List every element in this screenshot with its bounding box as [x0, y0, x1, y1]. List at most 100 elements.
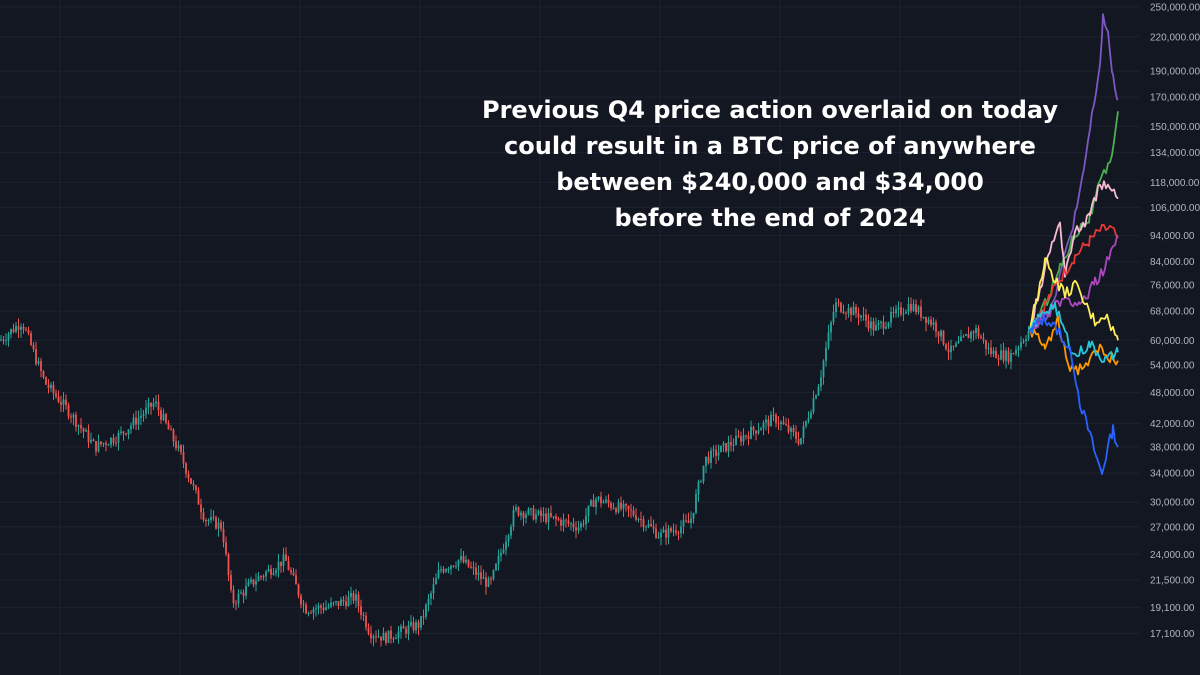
candle-down [467, 559, 470, 567]
chart-annotation: Previous Q4 price action overlaid on tod… [440, 92, 1100, 236]
candle-down [200, 504, 202, 513]
candle-up [1025, 338, 1027, 342]
annotation-line-1: Previous Q4 price action overlaid on tod… [482, 96, 1058, 124]
candle-down [517, 507, 520, 516]
candle-down [565, 519, 567, 521]
candle-down [225, 542, 227, 554]
candle-up [7, 334, 10, 341]
candle-up [860, 315, 862, 318]
candle-down [357, 594, 360, 607]
candle-down [192, 483, 195, 486]
candle-up [660, 532, 662, 538]
candle-up [692, 512, 695, 519]
candle-down [540, 510, 542, 517]
candle-down [982, 338, 985, 341]
candle-down [930, 319, 932, 325]
candle-down [640, 518, 642, 520]
candle-down [352, 593, 355, 601]
candle-up [645, 526, 647, 528]
candle-down [740, 436, 742, 442]
candle-up [497, 555, 500, 564]
candle-down [655, 528, 657, 538]
candle-down [737, 435, 740, 437]
y-tick-label: 54,000.00 [1150, 360, 1195, 371]
candle-down [285, 554, 287, 561]
y-tick-label: 27,000.00 [1150, 522, 1195, 533]
candle-down [402, 626, 405, 629]
candle-down [522, 512, 525, 518]
candle-up [637, 518, 640, 520]
candle-up [595, 499, 597, 507]
candle-up [847, 307, 850, 314]
candle-up [162, 413, 165, 420]
candle-up [790, 427, 792, 432]
y-tick-label: 190,000.00 [1150, 67, 1200, 78]
chart-grid [0, 0, 1140, 675]
candle-down [600, 496, 602, 504]
candle-up [265, 571, 267, 577]
candle-up [877, 322, 880, 325]
candle-down [480, 572, 482, 579]
candle-up [487, 578, 490, 587]
candle-up [477, 572, 480, 575]
candle-up [132, 417, 135, 426]
candle-down [205, 519, 207, 521]
candle-up [435, 578, 437, 585]
candle-down [320, 605, 322, 608]
candle-down [52, 384, 55, 394]
y-tick-label: 21,500.00 [1150, 575, 1195, 586]
candle-up [662, 529, 665, 533]
candle-up [107, 444, 110, 446]
candle-down [472, 567, 475, 569]
candle-down [305, 604, 307, 614]
candle-up [275, 570, 277, 574]
candle-down [900, 307, 902, 315]
candle-down [967, 334, 970, 339]
candle-up [340, 599, 342, 606]
candle-up [97, 441, 100, 452]
candle-down [550, 512, 552, 517]
candle-down [135, 417, 137, 425]
candle-down [452, 565, 455, 567]
candle-down [462, 556, 465, 563]
candle-down [35, 349, 37, 364]
y-tick-label: 42,000.00 [1150, 419, 1195, 430]
y-tick-label: 94,000.00 [1150, 231, 1195, 242]
candle-down [995, 350, 997, 359]
candle-down [230, 575, 232, 590]
candle-up [760, 428, 762, 431]
candle-down [12, 329, 15, 332]
candle-up [515, 507, 517, 510]
candle-up [350, 593, 352, 598]
candle-up [502, 549, 505, 553]
candle-down [752, 426, 755, 431]
candle-up [820, 377, 822, 387]
candle-down [892, 312, 895, 314]
candle-down [650, 523, 652, 527]
candle-up [547, 512, 550, 523]
candle-up [617, 502, 620, 513]
y-tick-label: 60,000.00 [1150, 336, 1195, 347]
candle-up [247, 582, 250, 586]
candle-down [582, 523, 585, 525]
candle-up [807, 418, 810, 422]
candle-up [922, 316, 925, 318]
candle-up [890, 312, 892, 323]
candle-down [490, 578, 492, 580]
price-axis: 250,000.00 220,000.00 190,000.00 170,000.00… [1150, 3, 1200, 640]
projection-lines [1029, 13, 1119, 476]
candle-up [130, 425, 132, 430]
candle-up [430, 593, 432, 599]
candle-down [687, 520, 690, 524]
candle-down [262, 576, 265, 578]
candle-down [985, 340, 987, 349]
candle-down [845, 313, 847, 315]
candle-down [232, 589, 235, 604]
candle-up [152, 403, 155, 407]
y-tick-label: 84,000.00 [1150, 257, 1195, 268]
candle-down [195, 485, 197, 491]
candle-down [370, 633, 372, 639]
candle-down [390, 630, 392, 639]
candle-up [827, 332, 830, 348]
candle-down [990, 347, 992, 355]
